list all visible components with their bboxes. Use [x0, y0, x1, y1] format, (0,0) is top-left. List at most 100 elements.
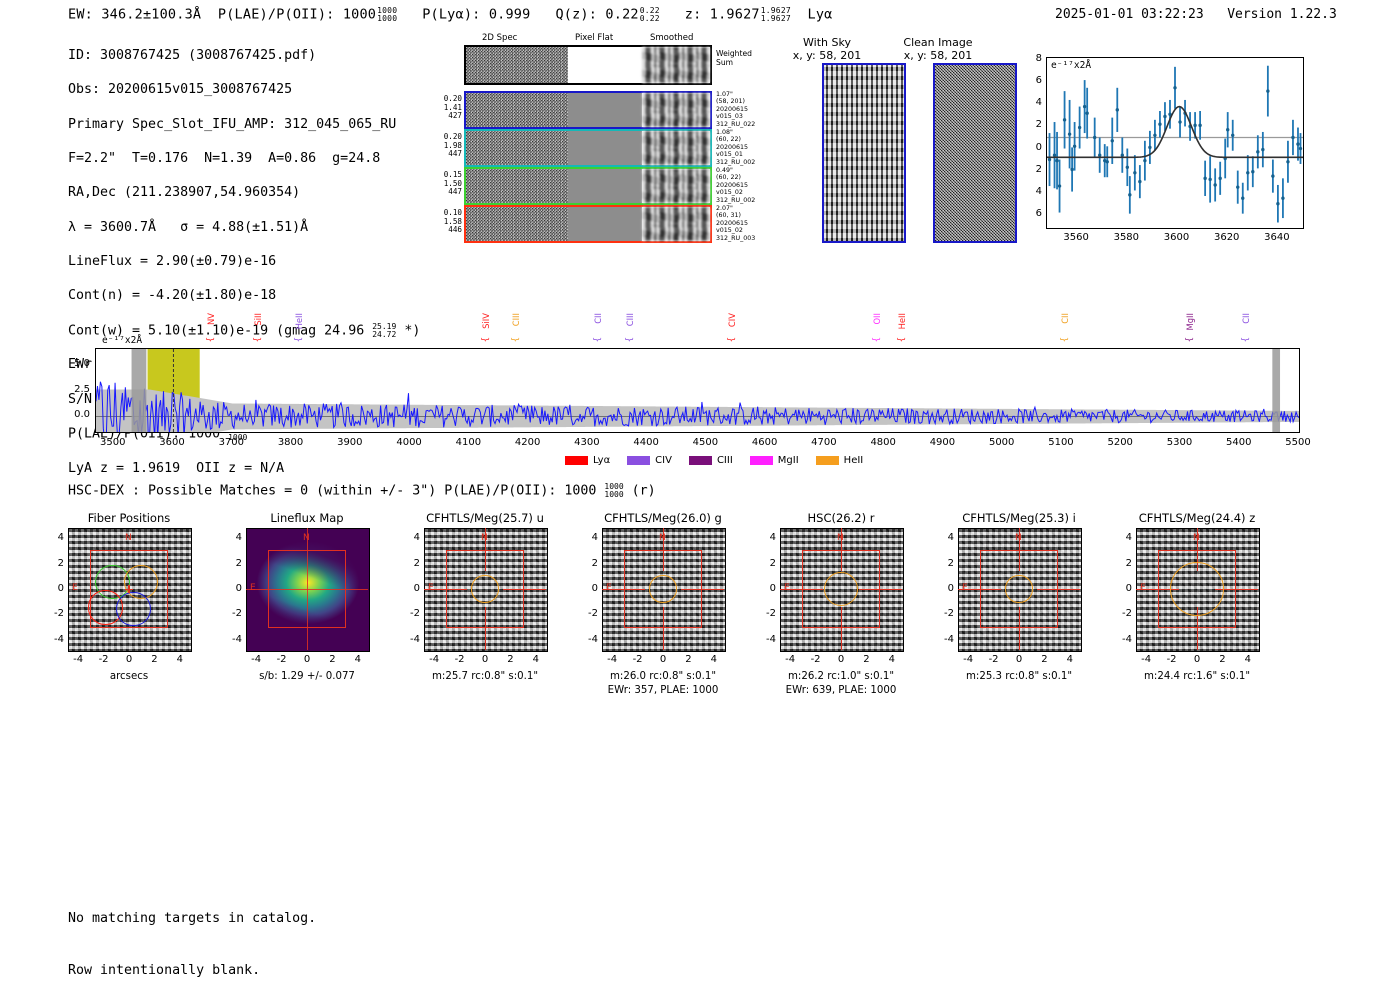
- cutout-xtick: 0: [659, 654, 667, 665]
- spec2d-weighted-sum-row: [464, 45, 712, 85]
- cutout-xtick: 4: [888, 654, 896, 665]
- spectrum-xtick: 4000: [396, 437, 422, 448]
- cutout-xtick: -2: [98, 654, 109, 665]
- cutout-xtick: -2: [1166, 654, 1177, 665]
- row1-2dspec: [466, 93, 569, 127]
- cutout-xtick: 4: [354, 654, 362, 665]
- crosshair-right: [858, 588, 902, 590]
- cutout-xtick: 2: [151, 654, 158, 665]
- crosshair-right: [1036, 588, 1080, 590]
- cutout-ytick: 0: [591, 583, 598, 594]
- target-marker-v: [128, 585, 130, 593]
- cutout-ytick: 2: [591, 557, 598, 569]
- info-cont-n: Cont(n) = -4.20(±1.80)e-18: [68, 288, 277, 304]
- spectrum-xtick: 3700: [218, 437, 245, 448]
- cutout-xtick: -4: [785, 654, 796, 665]
- cutout-image-lineflux[interactable]: [246, 528, 370, 652]
- info-fwhm-params: F=2.2" T=0.176 N=1.39 A=0.86 g=24.8: [68, 151, 381, 167]
- legend-label: MgII: [777, 455, 799, 466]
- legend-swatch: [627, 456, 651, 465]
- crosshair-bottom: [662, 606, 664, 650]
- cutout-ytick: 0: [769, 583, 776, 594]
- hscdex-text: HSC-DEX : Possible Matches = 0 (within +…: [68, 483, 605, 499]
- cutout-xtick: -4: [73, 654, 84, 665]
- spectrum-xtick: 5400: [1226, 437, 1252, 448]
- crosshair-left: [602, 588, 646, 590]
- cutout-ytick: 0: [235, 583, 242, 594]
- emission-line-label: SiIV: [481, 313, 492, 329]
- header-timestamp-version: 2025-01-01 03:22:23 Version 1.22.3: [1055, 7, 1337, 22]
- info-cont-w: Cont(w) = 5.10(±1.10)e-19 (gmag 24.96 25…: [68, 322, 420, 340]
- row2-left-labels: 0.20 1.98 447: [443, 132, 462, 159]
- emission-line-bracket: {: [624, 337, 635, 343]
- row3-left-labels: 0.15 1.50 447: [443, 170, 462, 197]
- compass-east: E: [606, 583, 612, 593]
- weighted-sum-pixelflat: [568, 47, 642, 83]
- fitplot-ytick: 6: [1035, 75, 1042, 87]
- crosshair-top: [1196, 528, 1198, 572]
- footer-line-2: Row intentionally blank.: [68, 963, 261, 979]
- emission-line-label: OII: [872, 313, 883, 325]
- emission-line-bracket: {: [1240, 337, 1251, 343]
- compass-north: N: [303, 533, 310, 543]
- ew-label: EW:: [68, 6, 93, 23]
- emission-line-bracket: {: [727, 337, 738, 343]
- cont-w-lo: 24.72: [372, 330, 397, 340]
- emission-line-bracket: {: [252, 337, 263, 343]
- info-radec: RA,Dec (211.238907,54.960354): [68, 185, 301, 201]
- spectrum-ytick: 0.0: [74, 409, 90, 421]
- cutout-ytick: 2: [947, 557, 954, 569]
- hscdex-plae-hi: 1000: [604, 482, 624, 491]
- emission-line-bracket: {: [872, 337, 883, 343]
- row3-right-labels: 0.49" (60, 22) 20200615 v015_02 312_RU_0…: [716, 167, 756, 204]
- row4-smoothed: [641, 207, 710, 241]
- compass-north: N: [1015, 533, 1022, 543]
- z-value: 1.9627: [709, 6, 760, 23]
- spectrum-ytick: 5.0: [74, 357, 90, 369]
- crosshair-right: [502, 588, 546, 590]
- cutout-xtick: -4: [1141, 654, 1152, 665]
- legend-label: CIII: [716, 455, 733, 466]
- weighted-sum-2dspec: [466, 47, 569, 83]
- cutout-ytick: -2: [232, 608, 242, 620]
- cutout-xtick: 4: [1066, 654, 1074, 665]
- row2-right-labels: 1.08" (60, 22) 20200615 v015_01 312_RU_0…: [716, 129, 756, 166]
- hscdex-suffix: (r): [623, 483, 656, 499]
- cutout-xtick: 0: [481, 654, 489, 665]
- legend-item: Lyα: [565, 455, 610, 466]
- spectrum-legend: Lyα CIV CIII MgII HeII: [565, 455, 863, 466]
- crosshair-bottom: [1018, 606, 1020, 650]
- cutout-caption: m:25.7 rc:0.8" s:0.1": [431, 671, 539, 682]
- row1-right-labels: 1.07" (58, 201) 20200615 v015_03 312_RU_…: [716, 91, 756, 128]
- crosshair-left: [1136, 588, 1180, 590]
- cutout-xtick: 2: [685, 654, 692, 665]
- hscdex-header: HSC-DEX : Possible Matches = 0 (within +…: [68, 482, 656, 499]
- cutout-xtick: 2: [863, 654, 870, 665]
- cutout-title: CFHTLS/Meg(26.0) g: [604, 511, 722, 525]
- cutout-ytick: 2: [769, 557, 776, 569]
- emission-line-label: SiII: [252, 313, 263, 326]
- spectrum-xtick: 5000: [988, 437, 1015, 448]
- clean-image: [933, 63, 1017, 243]
- cutout-ytick: -2: [588, 608, 598, 620]
- cutout-xtick: -2: [988, 654, 999, 665]
- cutout-xtick: 0: [1015, 654, 1023, 665]
- compass-east: E: [962, 583, 968, 593]
- legend-label: Lyα: [593, 455, 611, 466]
- cutout-xtick: 4: [710, 654, 718, 665]
- fitplot-ytick: 8: [1035, 53, 1042, 65]
- legend-item: CIV: [627, 455, 672, 466]
- spectrum-xtick: 4400: [633, 437, 659, 448]
- plya-value: 0.999: [488, 6, 531, 23]
- spectrum-xtick: 4600: [751, 437, 778, 448]
- cutout-xtick: 0: [837, 654, 845, 665]
- cutout-title: HSC(26.2) r: [807, 511, 875, 525]
- aperture-circle: [823, 571, 859, 607]
- compass-east: E: [250, 583, 256, 593]
- spectrum-xtick: 3900: [337, 437, 363, 448]
- info-obs: Obs: 20200615v015_3008767425: [68, 82, 293, 98]
- cutout-xtick: -2: [454, 654, 465, 665]
- info-id: ID: 3008767425 (3008767425.pdf): [68, 48, 317, 64]
- row4-left-labels: 0.10 1.58 446: [443, 208, 462, 235]
- cont-w-post: *): [396, 323, 421, 339]
